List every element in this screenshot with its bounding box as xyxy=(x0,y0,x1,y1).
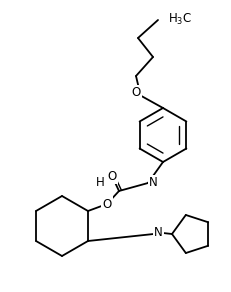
Text: O: O xyxy=(102,197,111,211)
Text: H: H xyxy=(95,175,104,189)
Text: N: N xyxy=(148,176,157,190)
Text: O: O xyxy=(107,169,116,182)
Text: $\mathregular{H_3C}$: $\mathregular{H_3C}$ xyxy=(167,11,191,27)
Text: N: N xyxy=(154,227,162,239)
Text: O: O xyxy=(131,86,140,100)
